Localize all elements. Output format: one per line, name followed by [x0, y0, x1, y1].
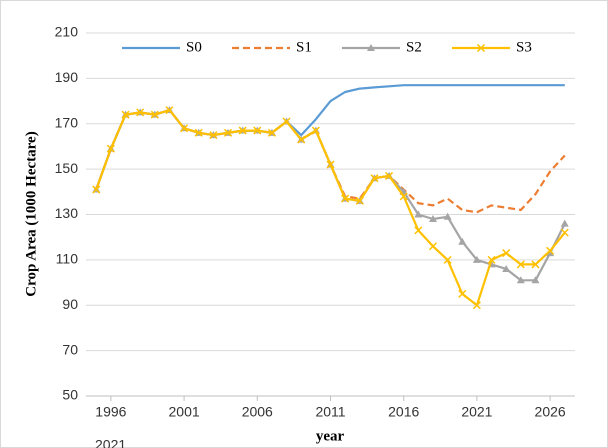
marker [106, 144, 115, 153]
marker [238, 126, 247, 135]
marker [282, 117, 291, 126]
marker [150, 110, 159, 119]
x-tick-label: 2016 [388, 404, 419, 420]
marker [502, 249, 511, 258]
legend-marker [367, 44, 375, 51]
marker [136, 108, 145, 117]
marker [531, 260, 540, 269]
x-tick-label: 2021 [461, 404, 492, 420]
marker [443, 212, 452, 220]
marker [370, 174, 379, 183]
marker [546, 249, 555, 257]
marker [399, 192, 408, 201]
legend-marker [476, 43, 486, 53]
marker [355, 196, 364, 205]
marker [92, 185, 101, 194]
y-tick-label: 150 [55, 160, 79, 176]
x-tick-label: 1996 [95, 404, 126, 420]
annotation: 2021 [95, 437, 126, 448]
marker [414, 226, 423, 235]
marker [546, 246, 555, 255]
marker [165, 106, 174, 115]
marker [502, 264, 511, 272]
legend-label: S0 [186, 39, 202, 55]
marker [326, 160, 335, 169]
marker [458, 289, 467, 298]
marker [414, 210, 423, 218]
marker [209, 131, 218, 140]
y-axis-title: Crop Area (1000 Hectare) [23, 131, 39, 296]
marker [472, 301, 481, 310]
marker [385, 171, 394, 180]
marker [121, 110, 130, 119]
marker [341, 194, 350, 203]
y-tick-label: 110 [56, 251, 79, 267]
marker [560, 219, 569, 227]
x-tick-label: 2011 [315, 404, 345, 420]
marker [443, 255, 452, 264]
marker [180, 124, 189, 133]
marker [311, 126, 320, 135]
legend-label: S3 [516, 39, 532, 55]
marker [428, 242, 438, 251]
y-tick-label: 190 [55, 69, 79, 85]
x-tick-label: 2001 [169, 404, 200, 420]
marker [458, 237, 467, 245]
y-tick-label: 170 [55, 114, 79, 130]
y-tick-label: 50 [62, 387, 78, 403]
marker [428, 215, 437, 223]
marker [487, 255, 496, 264]
legend-label: S1 [296, 39, 312, 55]
legend-label: S2 [406, 39, 422, 55]
marker [297, 135, 306, 144]
marker [560, 228, 569, 237]
marker [194, 128, 203, 137]
marker [253, 126, 262, 135]
x-tick-label: 2026 [535, 404, 566, 420]
y-tick-label: 90 [62, 296, 78, 312]
y-tick-label: 210 [55, 24, 79, 40]
marker [531, 276, 540, 284]
marker [223, 128, 233, 137]
marker [516, 276, 525, 284]
x-tick-label: 2006 [242, 404, 273, 420]
legend-box [112, 37, 552, 59]
marker [267, 128, 276, 137]
marker [472, 255, 481, 263]
x-axis-title: year [316, 428, 345, 444]
y-tick-label: 70 [62, 341, 78, 357]
y-tick-label: 130 [55, 205, 79, 221]
marker [516, 260, 525, 269]
